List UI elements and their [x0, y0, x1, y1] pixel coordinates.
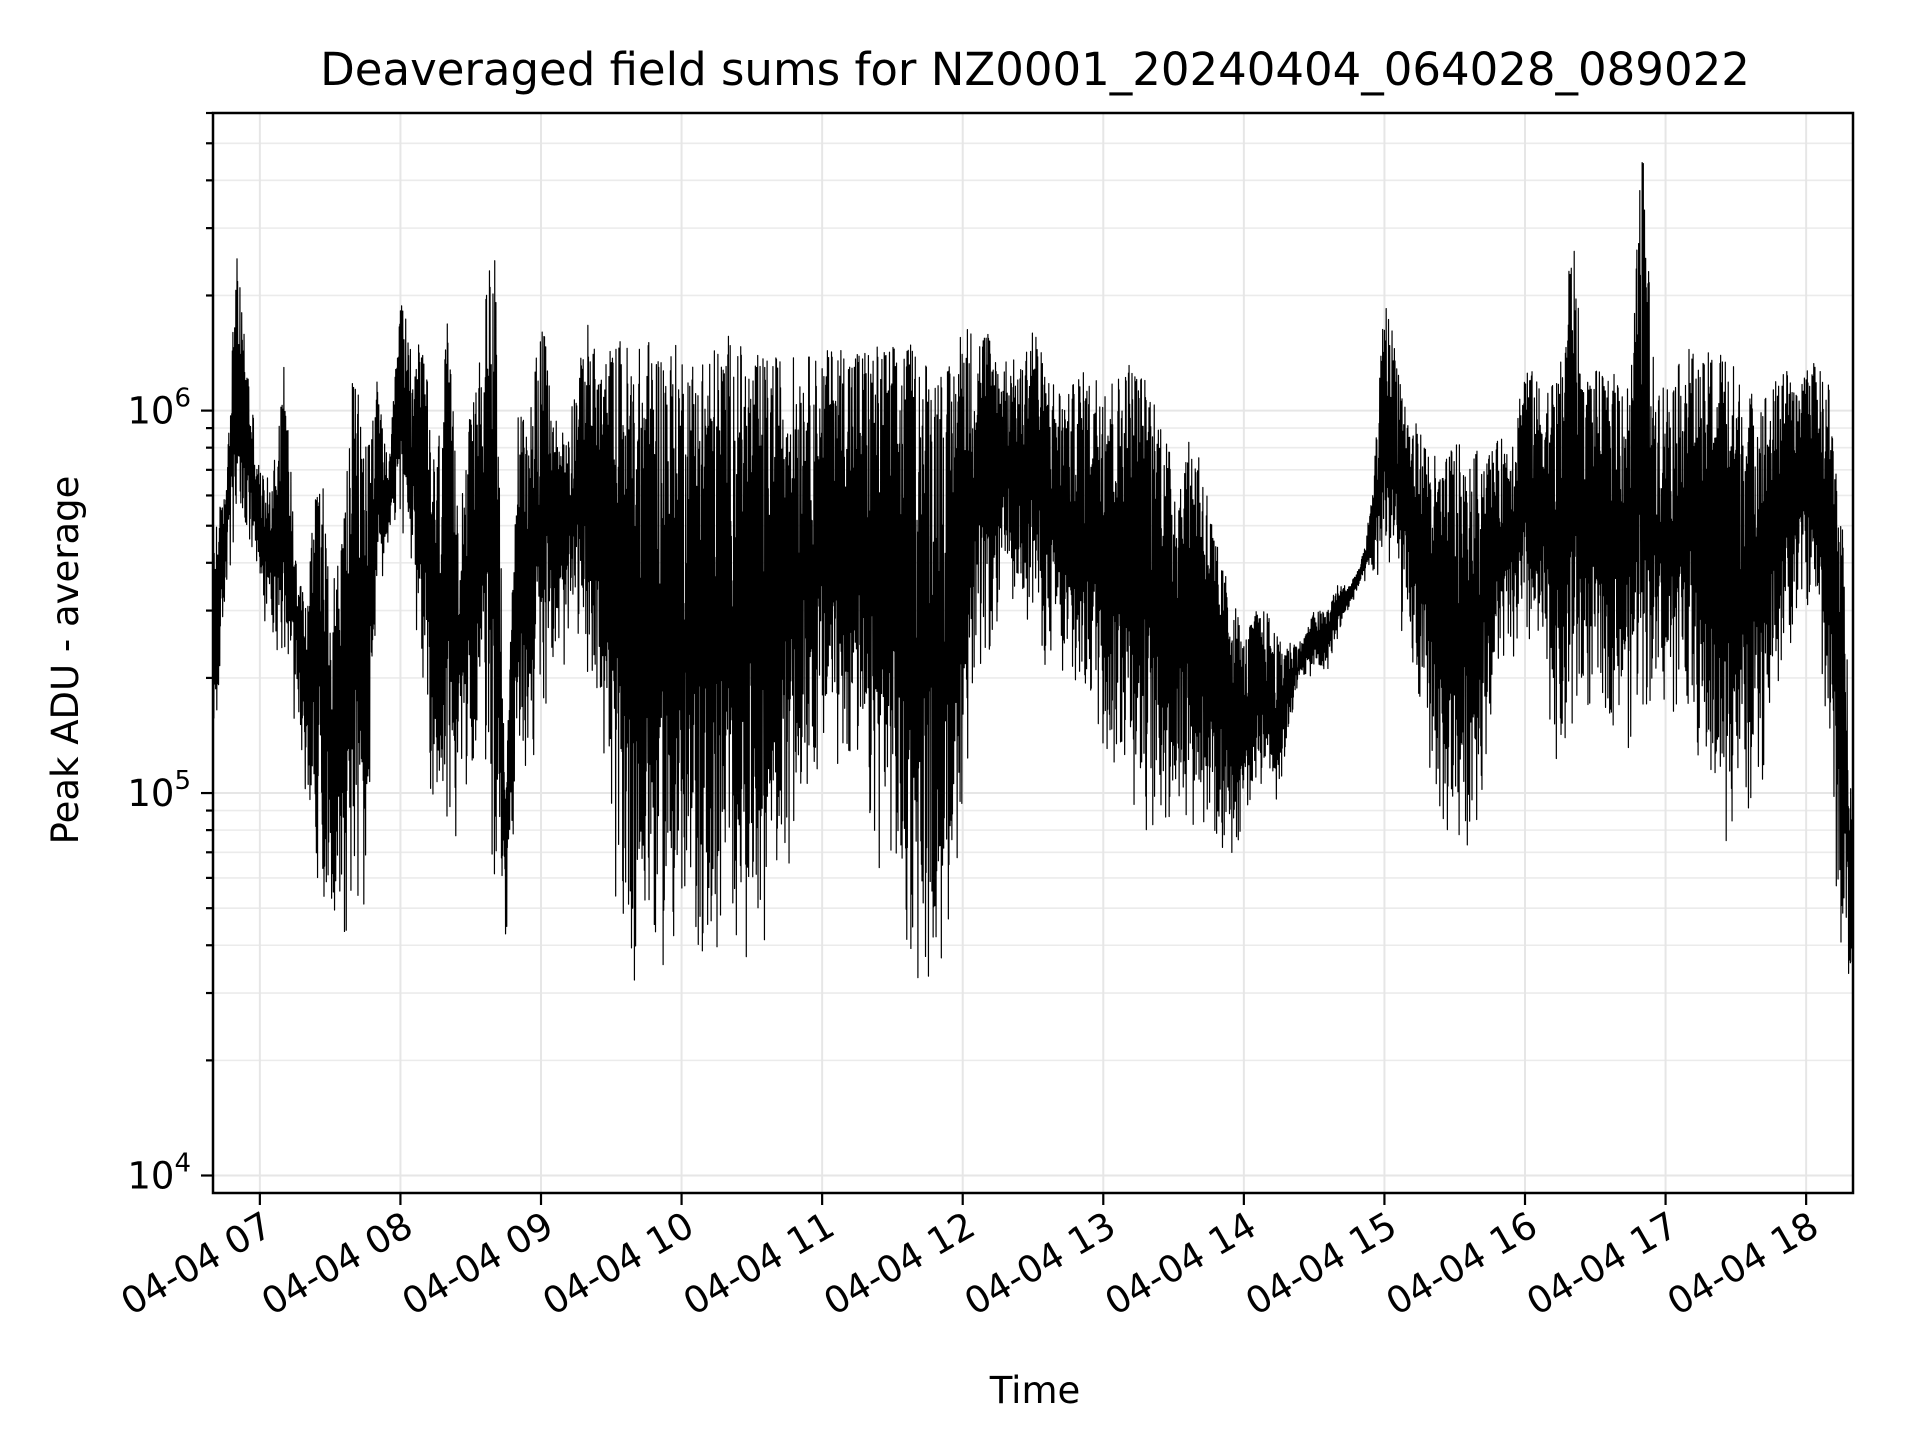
- y-tick-label: 106: [127, 384, 191, 433]
- grid-lines: [213, 112, 1853, 1193]
- y-tick-label: 105: [127, 766, 191, 815]
- y-axis-label: Peak ADU - average: [44, 476, 87, 845]
- plot-frame: [211, 111, 1855, 1195]
- x-axis-label: Time: [989, 1369, 1081, 1412]
- data-area: [213, 162, 1853, 1146]
- y-tick-exponent: 4: [174, 1149, 191, 1179]
- y-tick-base: 10: [127, 390, 174, 433]
- chart-title: Deaveraged field sums for NZ0001_2024040…: [320, 43, 1750, 96]
- y-tick-exponent: 6: [174, 384, 191, 414]
- y-tick-exponent: 5: [174, 766, 191, 796]
- y-tick-base: 10: [127, 772, 174, 815]
- y-tick-base: 10: [127, 1155, 174, 1198]
- series-line: [213, 162, 1853, 1146]
- y-tick-label: 104: [127, 1149, 191, 1198]
